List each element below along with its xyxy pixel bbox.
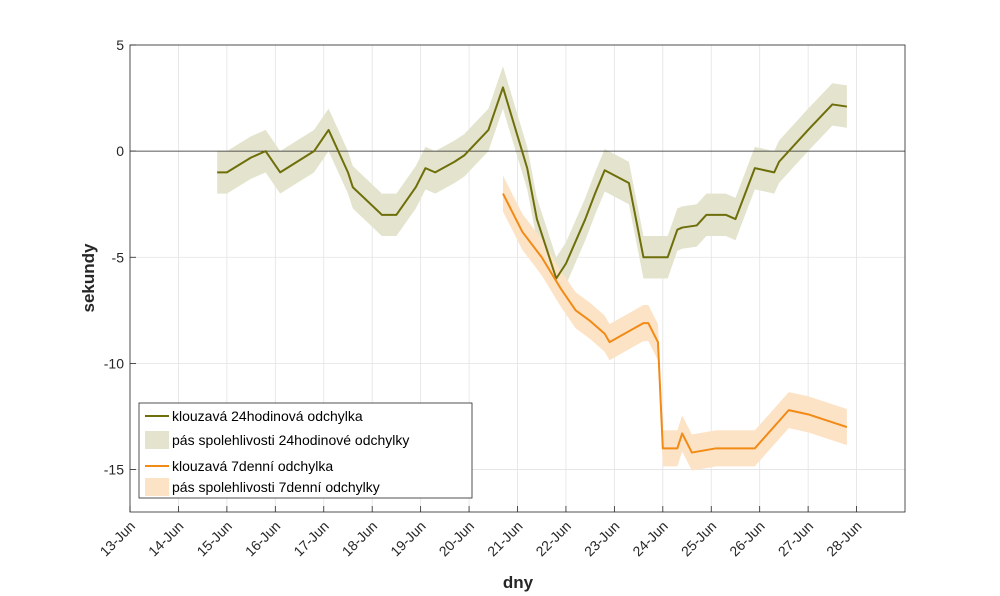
x-axis-title: dny xyxy=(503,573,534,592)
y-tick-label: -5 xyxy=(112,249,125,265)
y-axis-title: sekundy xyxy=(79,243,98,313)
y-tick-label: 5 xyxy=(116,37,124,53)
legend-label-24h-line: klouzavá 24hodinová odchylka xyxy=(172,408,363,424)
legend-swatch-7d-band xyxy=(145,478,169,496)
legend-box xyxy=(138,402,473,499)
series-line-0 xyxy=(217,86,848,280)
series-lines xyxy=(217,86,848,454)
legend: klouzavá 24hodinová odchylka pás spolehl… xyxy=(138,402,473,499)
y-tick-label: -10 xyxy=(104,355,124,371)
y-tick-label: 0 xyxy=(116,143,124,159)
legend-swatch-24h-band xyxy=(145,431,169,449)
series-line-1 xyxy=(502,193,848,454)
confidence-bands xyxy=(217,66,847,471)
legend-label-7d-line: klouzavá 7denní odchylka xyxy=(172,458,333,474)
legend-label-24h-band: pás spolehlivosti 24hodinové odchylky xyxy=(172,432,409,448)
y-tick-label: -15 xyxy=(104,462,124,478)
legend-label-7d-band: pás spolehlivosti 7denní odchylky xyxy=(172,479,380,495)
confidence-band-0 xyxy=(217,66,847,300)
